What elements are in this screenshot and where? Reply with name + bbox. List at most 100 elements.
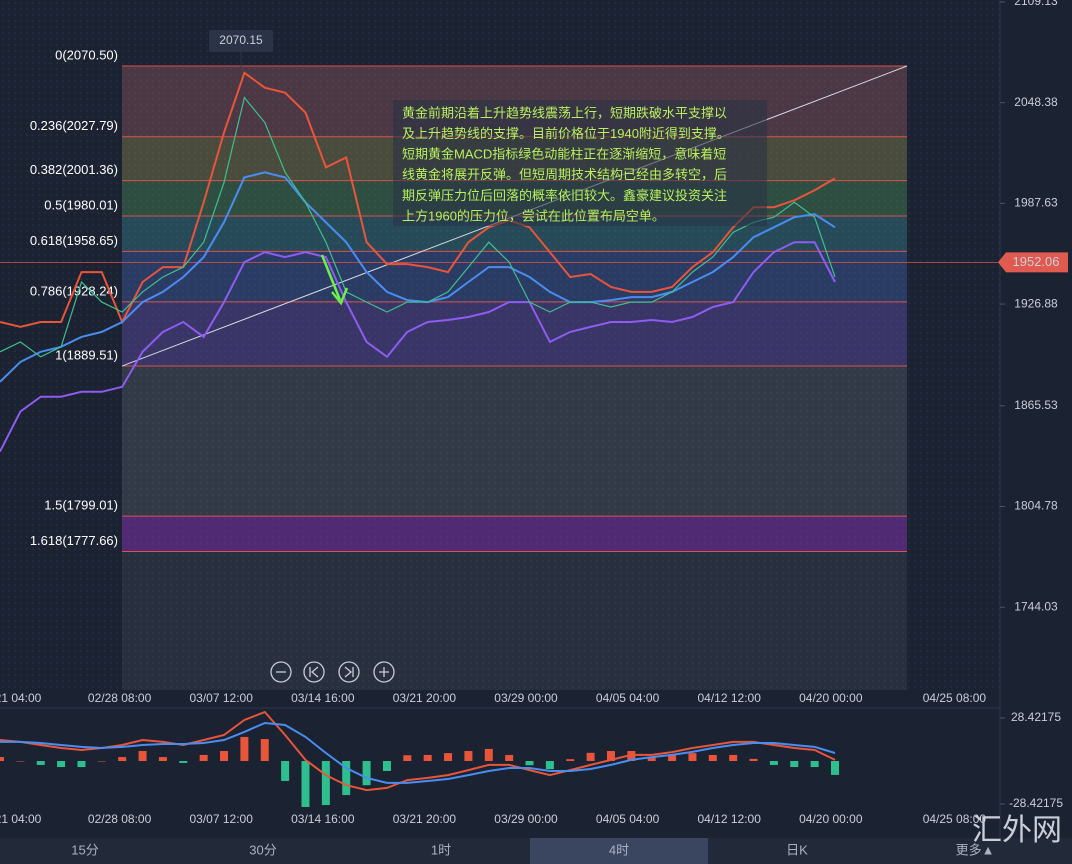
x-tick-label: 04/05 04:00: [596, 691, 660, 705]
macd-bar: [831, 760, 839, 775]
annotation-line: 上方1960的压力位，尝试在此位置布局空单。: [402, 208, 665, 223]
x-tick-label: 04/12 12:00: [697, 691, 761, 705]
macd-line: [0, 721, 836, 784]
tab[interactable]: 1时: [431, 842, 451, 857]
x-tick-label: 21 04:00: [0, 812, 42, 826]
x-tick-label: 03/29 00:00: [494, 691, 558, 705]
x-tick-label: 03/14 16:00: [291, 691, 355, 705]
macd-bar: [97, 760, 106, 762]
fib-label: 0(2070.50): [55, 47, 118, 62]
y-tick-label: 1987.63: [1014, 196, 1058, 210]
fib-label: 0.618(1958.65): [30, 233, 118, 248]
macd-bar: [627, 751, 636, 761]
fib-label: 0.382(2001.36): [30, 162, 118, 177]
tab[interactable]: 更多▲: [956, 842, 995, 857]
macd-bar: [382, 760, 391, 771]
macd-bar: [810, 760, 819, 768]
x-tick-label: 03/07 12:00: [189, 812, 253, 826]
macd-bar: [586, 752, 595, 761]
price-line: [0, 96, 836, 358]
macd-bar: [606, 751, 615, 761]
last-price-label: 1952.06: [1013, 254, 1060, 269]
macd-bar: [749, 758, 758, 761]
price-pane: 0(2070.50) 0.236(2027.79) 0.382(2001.36) 0.…: [0, 0, 1068, 826]
annotation-line: 短期黄金MACD指标绿色动能柱正在逐渐缩短，意味着短: [402, 147, 726, 162]
band-line: [0, 241, 836, 453]
tab[interactable]: 15分: [71, 842, 98, 857]
y-tick-label: 2048.38: [1014, 95, 1058, 109]
macd-bar: [484, 748, 493, 761]
last-price-tag: [998, 252, 1068, 273]
macd-bar: [362, 760, 371, 786]
macd-bar: [505, 754, 514, 761]
fib-zone: [122, 516, 907, 552]
tab[interactable]: 日K: [786, 842, 808, 857]
x-tick-label: 04/25 08:00: [923, 812, 987, 826]
scroll-right[interactable]: [338, 661, 360, 683]
y-tick-label: 28.42175: [1011, 710, 1061, 724]
macd-bar: [36, 760, 45, 765]
x-tick-label: 02/28 08:00: [88, 691, 152, 705]
arrow: [320, 254, 349, 306]
scroll-left[interactable]: [303, 661, 325, 683]
watermark: 汇外网: [972, 814, 1062, 847]
macd-bar: [158, 757, 167, 761]
macd-bar: [403, 755, 412, 761]
macd-bar: [77, 760, 86, 768]
x-tick-label: 04/20 00:00: [799, 812, 863, 826]
macd-bar: [423, 754, 432, 761]
y-tick-label: 1926.88: [1014, 296, 1058, 310]
x-tick-label: 03/21 20:00: [393, 812, 457, 826]
band-line: [0, 71, 836, 328]
macd-bar: [525, 760, 534, 766]
zoom-out[interactable]: [270, 661, 292, 683]
macd-bar: [342, 760, 351, 796]
macd-bar: [688, 753, 697, 761]
macd-bar: [240, 736, 249, 761]
fib-zone: [122, 251, 907, 302]
x-tick-label: 03/07 12:00: [189, 691, 253, 705]
x-tick-label: 02/28 08:00: [88, 812, 152, 826]
macd-bar: [729, 754, 738, 761]
annotation-line: 期反弹压力位后回落的概率依旧较大。鑫豪建议投资关注: [402, 188, 727, 203]
macd-bar: [179, 760, 188, 763]
macd-bar: [708, 754, 717, 761]
macd-bar: [118, 757, 127, 761]
fib-label: 0.236(2027.79): [30, 118, 118, 133]
y-tick-label: 1865.53: [1014, 398, 1058, 412]
active-tab: [530, 838, 708, 864]
macd-bar: [16, 760, 25, 762]
high-label-box: [209, 30, 273, 52]
fib-label: 1.5(1799.01): [44, 498, 118, 513]
x-tick-label: 21 04:00: [0, 691, 42, 705]
macd-bar: [769, 760, 778, 765]
macd-bar: [281, 760, 290, 781]
annotation-line: 及上升趋势线的支撑。目前价格位于1940附近得到支撑。: [402, 126, 730, 141]
fib-label: 1(1889.51): [55, 347, 118, 362]
fib-label: 0.5(1980.01): [44, 197, 118, 212]
annotation-line: 线黄金将展开反弹。但短周期技术结构已经由多转空，后: [402, 167, 727, 182]
high-label: 2070.15: [219, 33, 263, 47]
macd-bar: [301, 760, 310, 808]
annotation-line: 黄金前期沿着上升趋势线震荡上行，短期跌破水平支撑以: [402, 105, 727, 120]
macd-bar: [0, 757, 4, 761]
macd-bar: [464, 751, 473, 761]
x-tick-label: 03/21 20:00: [393, 691, 457, 705]
macd-bar: [199, 754, 208, 761]
x-tick-label: 04/05 04:00: [596, 812, 660, 826]
tab[interactable]: 30分: [249, 842, 276, 857]
x-tick-label: 04/25 08:00: [923, 691, 987, 705]
fib-zone: [122, 301, 907, 367]
y-tick-label: 1804.78: [1014, 499, 1058, 513]
macd-bar: [260, 739, 269, 761]
y-tick-label: 1744.03: [1014, 599, 1058, 613]
y-tick-label: -28.42175: [1009, 796, 1063, 810]
band-line: [0, 171, 836, 383]
zoom-in[interactable]: [373, 661, 395, 683]
macd-bar: [444, 753, 453, 761]
macd-bar: [790, 760, 799, 768]
macd-line: [0, 710, 836, 792]
zoom-controls: [270, 661, 395, 683]
tab[interactable]: 4时: [609, 842, 629, 857]
